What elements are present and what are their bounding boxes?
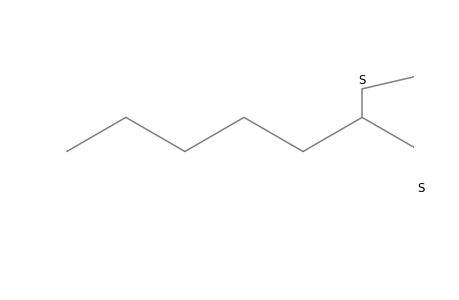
Text: S: S <box>358 74 365 87</box>
Text: S: S <box>417 182 424 195</box>
